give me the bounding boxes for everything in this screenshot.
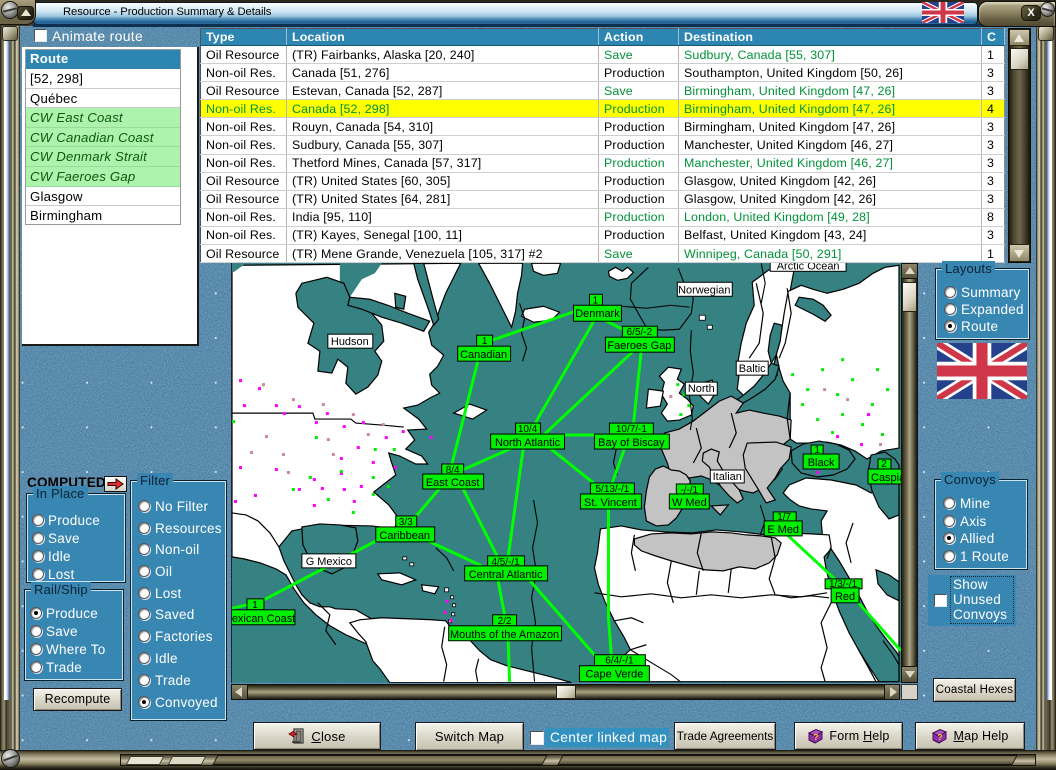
svg-text:Norwegian: Norwegian: [678, 284, 730, 296]
svg-text:Caspian: Caspian: [871, 472, 901, 484]
svg-text:Cape Verde: Cape Verde: [585, 669, 643, 681]
svg-text:2/2: 2/2: [498, 616, 512, 627]
svg-text:Mexican Coast: Mexican Coast: [231, 613, 295, 625]
svg-text:Faeroes Gap: Faeroes Gap: [607, 340, 671, 352]
svg-text:10/7/-1: 10/7/-1: [616, 424, 647, 435]
svg-text:?: ?: [938, 733, 943, 742]
svg-text:Black: Black: [808, 457, 835, 469]
svg-text:1: 1: [814, 445, 820, 456]
svg-text:8/4: 8/4: [446, 465, 460, 476]
svg-text:Caribbean: Caribbean: [379, 530, 430, 542]
svg-text:North Atlantic: North Atlantic: [495, 437, 561, 449]
svg-text:2: 2: [881, 459, 887, 470]
svg-text:3/3: 3/3: [399, 517, 413, 528]
svg-text:6/4/-/1: 6/4/-/1: [605, 656, 634, 667]
svg-text:1/7: 1/7: [777, 512, 791, 523]
svg-text:St. Vincent: St. Vincent: [584, 497, 637, 509]
svg-text:1: 1: [252, 600, 258, 611]
svg-text:-/-/1: -/-/1: [680, 485, 698, 496]
svg-text:Bay of Biscay: Bay of Biscay: [598, 437, 665, 449]
svg-text:East Coast: East Coast: [426, 477, 480, 489]
svg-text:Canadian: Canadian: [460, 349, 507, 361]
svg-text:1: 1: [482, 336, 488, 347]
svg-text:6/5/-2: 6/5/-2: [627, 327, 653, 338]
svg-text:Arctic Ocean: Arctic Ocean: [777, 263, 840, 272]
svg-text:Hudson: Hudson: [331, 336, 369, 348]
svg-text:W Med: W Med: [672, 497, 707, 509]
svg-text:1/3/-/1: 1/3/-/1: [829, 579, 858, 590]
svg-text:Baltic: Baltic: [739, 363, 766, 375]
svg-text:North: North: [688, 383, 715, 395]
svg-text:Mouths of the Amazon: Mouths of the Amazon: [450, 629, 559, 641]
svg-text:?: ?: [814, 733, 819, 742]
svg-text:E Med: E Med: [767, 524, 799, 536]
svg-text:Red: Red: [835, 591, 855, 603]
svg-text:Central Atlantic: Central Atlantic: [469, 569, 543, 581]
svg-text:1: 1: [593, 295, 599, 306]
svg-text:G Mexico: G Mexico: [306, 556, 352, 568]
svg-text:Italian: Italian: [713, 471, 742, 483]
svg-text:Denmark: Denmark: [575, 308, 620, 320]
svg-text:10/4: 10/4: [518, 424, 538, 435]
svg-text:4/5/-/1: 4/5/-/1: [491, 557, 520, 568]
svg-text:5/13/-/1: 5/13/-/1: [596, 484, 630, 495]
